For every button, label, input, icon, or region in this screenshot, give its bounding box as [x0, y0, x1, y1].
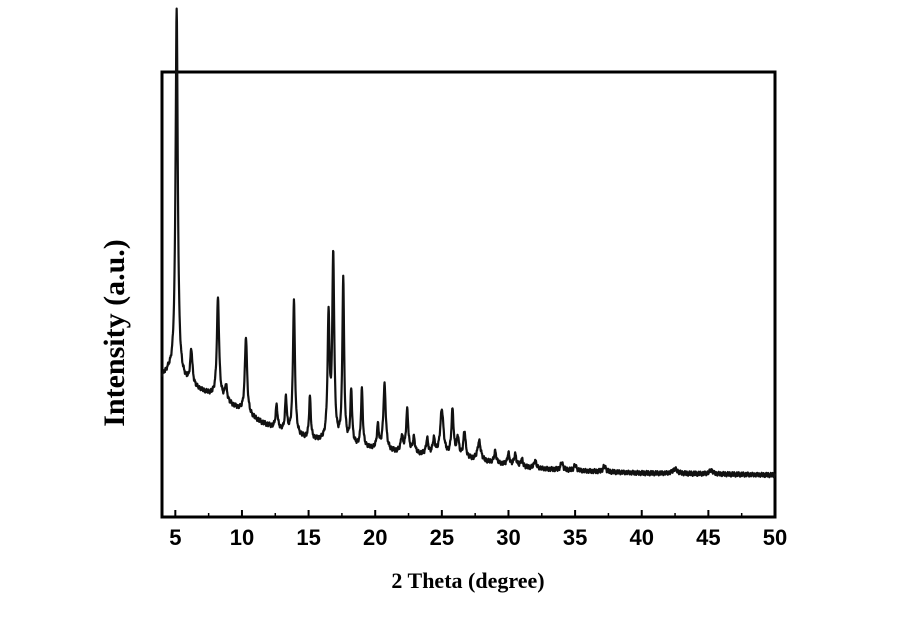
x-tick-label-20: 20: [363, 525, 387, 550]
x-tick-label-10: 10: [230, 525, 254, 550]
x-tick-label-50: 50: [763, 525, 787, 550]
x-tick-label-40: 40: [629, 525, 653, 550]
plot-border: [160, 70, 777, 519]
x-tick-label-30: 30: [496, 525, 520, 550]
y-axis-title: Intensity (a.u.): [98, 239, 131, 427]
x-axis-title: 2 Theta (degree): [391, 568, 544, 593]
x-axis-ticks: [174, 510, 776, 517]
x-tick-label-15: 15: [296, 525, 320, 550]
x-tick-label-25: 25: [430, 525, 454, 550]
x-tick-label-45: 45: [696, 525, 720, 550]
x-tick-label-35: 35: [563, 525, 587, 550]
plot-frame: [160, 70, 777, 519]
x-tick-label-5: 5: [169, 525, 181, 550]
xrd-pattern-line: [161, 7, 777, 479]
x-axis-tick-labels: 5 10 15 20 25 30 35 40 45 50: [169, 525, 787, 550]
